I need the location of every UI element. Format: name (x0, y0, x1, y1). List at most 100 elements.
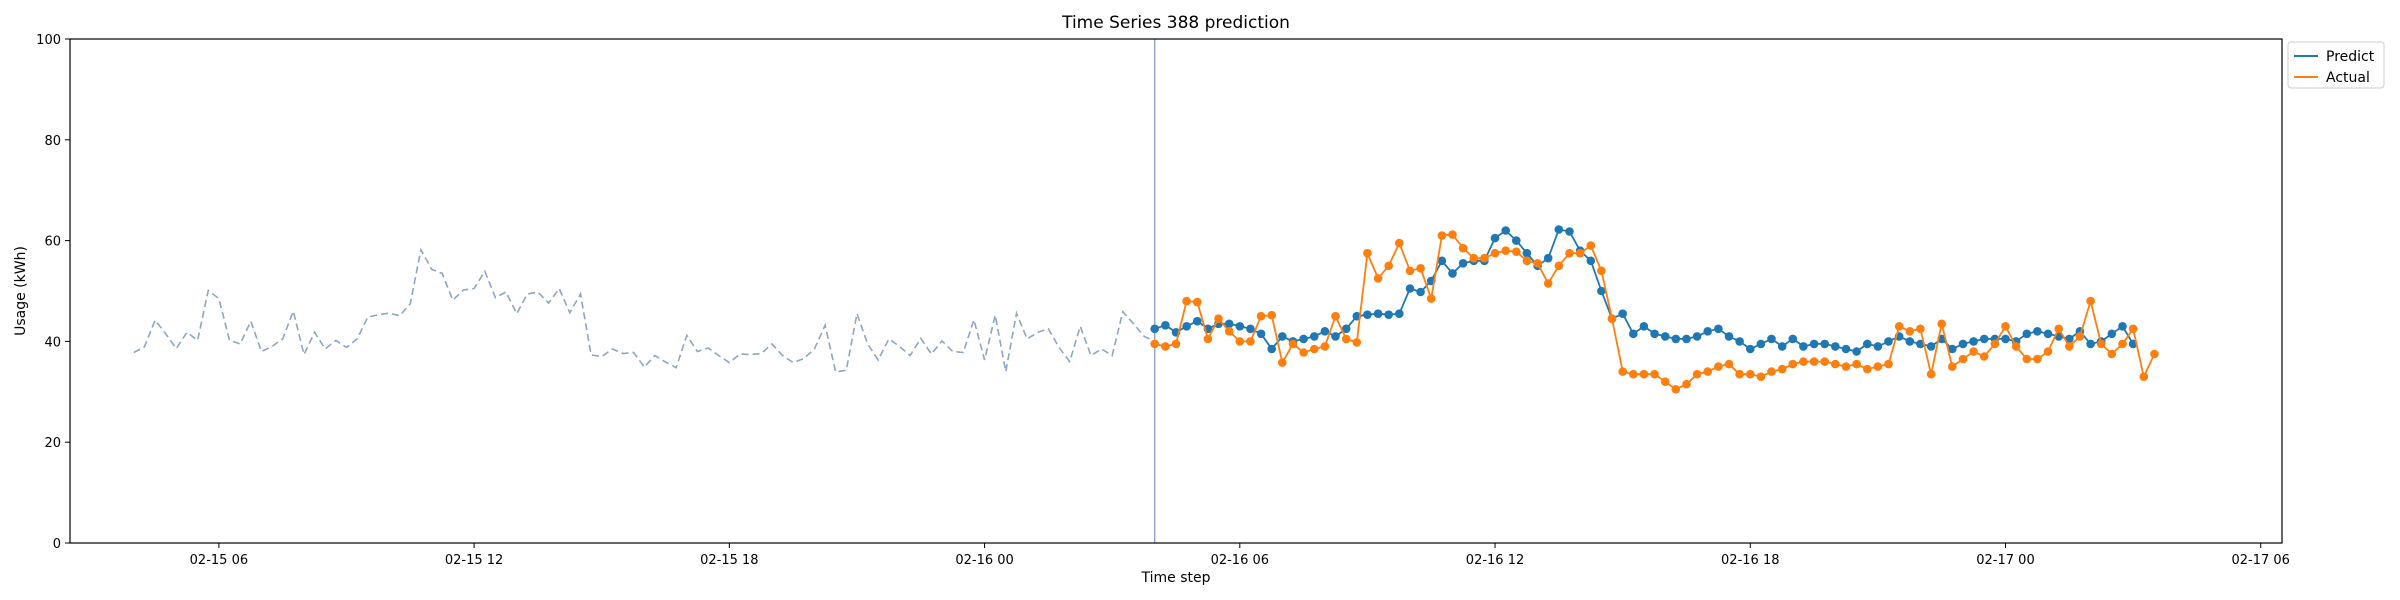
actual-point (1586, 241, 1596, 250)
predict-point (1852, 347, 1861, 356)
actual-point (1714, 362, 1723, 371)
predict-point (1256, 329, 1266, 339)
actual-point (1863, 364, 1872, 374)
actual-point (1692, 369, 1702, 379)
actual-point (2075, 332, 2085, 341)
actual-line (1154, 233, 2156, 391)
actual-point (1171, 339, 1181, 349)
actual-point (1522, 256, 1532, 266)
actual-point (1777, 364, 1787, 374)
actual-point (1395, 238, 1404, 248)
actual-point (1256, 311, 1266, 321)
actual-point (1246, 337, 1255, 346)
actual-point (1533, 259, 1542, 268)
predict-point (1161, 321, 1170, 330)
predict-point (1841, 344, 1851, 354)
predict-point (1799, 342, 1808, 351)
predict-point (1905, 337, 1915, 346)
actual-point (1150, 339, 1159, 349)
predict-point (1501, 226, 1510, 235)
actual-point (1501, 246, 1510, 255)
y-tick-label: 40 (44, 335, 61, 350)
actual-point (1724, 359, 1734, 369)
actual-point (1214, 314, 1223, 324)
y-tick-label: 20 (44, 436, 61, 451)
predict-point (2107, 329, 2117, 339)
actual-point (1841, 362, 1851, 371)
x-tick-label: 02-17 00 (1976, 553, 2034, 568)
predict-point (1979, 334, 1989, 344)
actual-point (1405, 266, 1415, 276)
predict-point (1671, 334, 1681, 344)
predict-point (1639, 322, 1649, 331)
predict-point (2086, 339, 2095, 349)
actual-point (1905, 327, 1915, 336)
predict-point (1310, 332, 1319, 341)
predict-point (1926, 342, 1936, 351)
predict-point (1884, 337, 1893, 346)
actual-point (1958, 354, 1968, 364)
actual-point (1320, 342, 1330, 351)
predict-point (1660, 332, 1670, 341)
actual-point (1288, 339, 1298, 349)
predict-point (1235, 322, 1245, 331)
predict-point (1831, 342, 1840, 351)
actual-point (2001, 322, 2010, 331)
y-tick-label: 100 (36, 33, 61, 48)
predict-point (1193, 316, 1202, 326)
actual-point (2107, 349, 2117, 359)
actual-point (2011, 342, 2021, 351)
predict-point (2033, 327, 2042, 336)
predict-point (1650, 329, 1659, 339)
predict-point (1373, 309, 1383, 319)
actual-point (1948, 362, 1957, 371)
actual-point (1682, 379, 1691, 389)
predict-point (1597, 286, 1606, 296)
actual-point (1639, 369, 1649, 379)
actual-point (2128, 324, 2138, 334)
actual-point (2086, 296, 2095, 306)
actual-point (1735, 369, 1744, 379)
actual-point (1203, 334, 1213, 344)
actual-point (1969, 347, 1978, 356)
actual-point (1884, 359, 1893, 369)
actual-point (1894, 322, 1904, 331)
predict-point (1629, 329, 1638, 339)
predict-point (2043, 329, 2053, 339)
predict-point (1873, 342, 1883, 351)
actual-point (2033, 354, 2042, 364)
actual-point (1937, 319, 1946, 329)
actual-point (2139, 372, 2149, 382)
y-tick-label: 0 (53, 537, 61, 552)
predict-point (2118, 322, 2127, 331)
predict-point (1448, 269, 1457, 278)
actual-point (1458, 243, 1468, 253)
predict-point (1958, 339, 1968, 349)
actual-point (1756, 372, 1766, 382)
predict-point (1384, 310, 1393, 320)
actual-point (1512, 247, 1521, 256)
predict-point (2065, 334, 2074, 344)
predict-point (1618, 309, 1627, 319)
predict-point (1820, 339, 1829, 349)
actual-point (1597, 266, 1606, 276)
predict-point (2001, 334, 2010, 344)
predict-point (1777, 342, 1787, 351)
predict-point (1150, 324, 1159, 334)
actual-point (1278, 358, 1287, 367)
history-line (133, 247, 1156, 374)
actual-point (1746, 369, 1755, 379)
predict-line (1154, 228, 2134, 353)
predict-point (1267, 344, 1276, 354)
actual-point (1799, 357, 1808, 366)
predict-point (1490, 233, 1500, 243)
predict-point (1724, 332, 1734, 341)
predict-point (1746, 344, 1755, 354)
actual-point (1820, 357, 1829, 366)
actual-point (1979, 352, 1989, 361)
predict-point (1714, 324, 1723, 334)
predict-point (2022, 329, 2032, 339)
predict-point (1692, 332, 1702, 341)
predict-point (1405, 284, 1415, 293)
predict-point (1320, 327, 1330, 336)
